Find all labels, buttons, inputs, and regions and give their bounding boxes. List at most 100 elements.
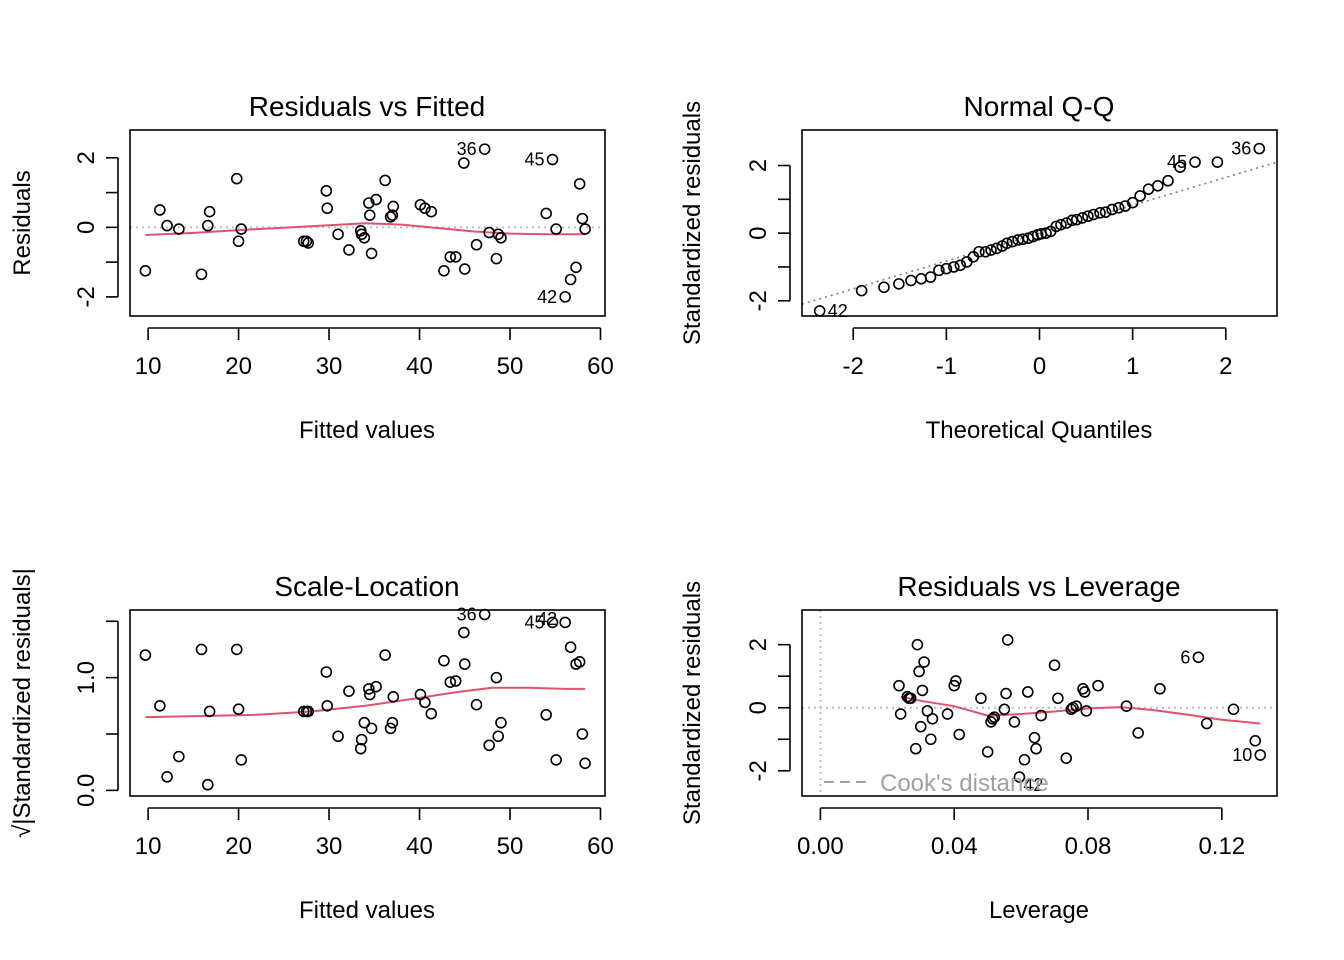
data-point (444, 251, 457, 263)
x-tick-label: -2 (843, 353, 864, 380)
data-point (425, 707, 438, 720)
smoother-line (900, 695, 1261, 725)
plot-frame (801, 609, 1278, 797)
x-axis-label: Theoretical Quantiles (926, 417, 1153, 444)
data-point (1106, 203, 1118, 216)
panel-title: Normal Q-Q (964, 91, 1115, 122)
data-point (924, 733, 937, 746)
data-point (300, 235, 313, 248)
data-point (320, 666, 333, 678)
data-point (878, 281, 890, 294)
x-tick-label: 60 (587, 353, 614, 380)
data-point (386, 209, 399, 221)
y-tick-label: 0 (73, 221, 100, 234)
x-tick-label: 0.12 (1198, 833, 1245, 860)
data-point (1035, 709, 1047, 722)
data-point (458, 626, 470, 639)
data-point (1162, 174, 1174, 187)
data-point (1151, 180, 1164, 192)
data-point (1028, 731, 1041, 744)
point-label: 42 (1023, 775, 1043, 795)
y-axis-label: √|Standardized residuals| (9, 568, 36, 838)
y-axis-label: Standardized residuals (679, 581, 706, 825)
data-point (1189, 156, 1201, 168)
data-point (813, 305, 826, 317)
plot-frame (129, 609, 606, 797)
data-point (909, 742, 922, 755)
data-point (1112, 201, 1125, 214)
data-point (370, 193, 382, 206)
panel-scale-location: Scale-Location Fitted values √|Standardi… (9, 568, 614, 924)
data-point (154, 700, 166, 712)
y-tick-label: 1.0 (73, 661, 100, 694)
data-point (926, 712, 939, 725)
data-point (940, 262, 953, 275)
data-point (386, 716, 399, 729)
x-tick-label: 0.08 (1065, 833, 1112, 860)
data-point (449, 251, 462, 263)
data-point (979, 245, 992, 258)
point-label: 36 (457, 139, 477, 159)
data-point (1092, 679, 1104, 692)
data-point (1249, 735, 1262, 747)
x-tick-label: 20 (225, 833, 252, 860)
data-point (458, 263, 471, 275)
x-tick-label: 0 (1033, 353, 1046, 380)
data-point (384, 211, 397, 223)
data-point (1099, 206, 1112, 218)
data-point (1142, 183, 1155, 195)
data-point (990, 242, 1003, 255)
y-tick-label: 0.0 (73, 774, 100, 807)
data-point (564, 273, 577, 286)
data-point (444, 676, 457, 688)
data-point (195, 643, 208, 656)
data-point (1052, 692, 1064, 705)
data-point (893, 679, 905, 692)
data-point (941, 708, 954, 720)
x-axis-label: Fitted values (299, 897, 435, 924)
data-point (933, 264, 945, 277)
data-point (1018, 753, 1031, 766)
data-point (1200, 717, 1213, 730)
data-point (954, 259, 967, 272)
point-label: 10 (1232, 745, 1252, 765)
data-point (550, 754, 562, 766)
data-point (363, 683, 375, 695)
data-point (893, 278, 905, 290)
x-axis-label: Fitted values (299, 417, 435, 444)
data-point (1001, 237, 1013, 250)
data-point (379, 174, 391, 187)
data-point (235, 223, 248, 235)
data-point (230, 643, 243, 656)
y-tick-label: 0 (745, 226, 772, 239)
data-point (1174, 161, 1186, 173)
data-point (916, 684, 929, 697)
data-point (355, 228, 368, 241)
data-point (358, 716, 371, 729)
data-point (950, 675, 962, 687)
plot-area: 36 45 42 10 20 30 40 50 60 -2 0 2 (73, 129, 614, 380)
point-label: 42 (828, 301, 848, 321)
data-point (195, 268, 208, 281)
data-point (924, 271, 937, 283)
y-tick-label: -2 (73, 286, 100, 307)
data-point (202, 778, 214, 791)
data-point (550, 223, 562, 235)
point-label: 45 (1167, 152, 1187, 172)
data-point (363, 688, 376, 701)
plot-area: 6 42 10 Cook's distance 0.00 0.04 0.08 0.12 -2 0 2 (745, 609, 1278, 860)
data-point (1134, 190, 1146, 202)
data-point (911, 638, 924, 651)
data-point (1126, 196, 1139, 209)
data-point (1076, 212, 1089, 224)
y-tick-label: 2 (73, 151, 100, 164)
data-point (1060, 752, 1073, 764)
panel-title: Residuals vs Fitted (249, 91, 486, 122)
data-point (905, 274, 917, 287)
point-label: 36 (1231, 139, 1251, 159)
x-tick-label: 1 (1126, 353, 1139, 380)
data-point (918, 656, 930, 668)
data-point (570, 261, 582, 274)
data-point (914, 720, 927, 733)
